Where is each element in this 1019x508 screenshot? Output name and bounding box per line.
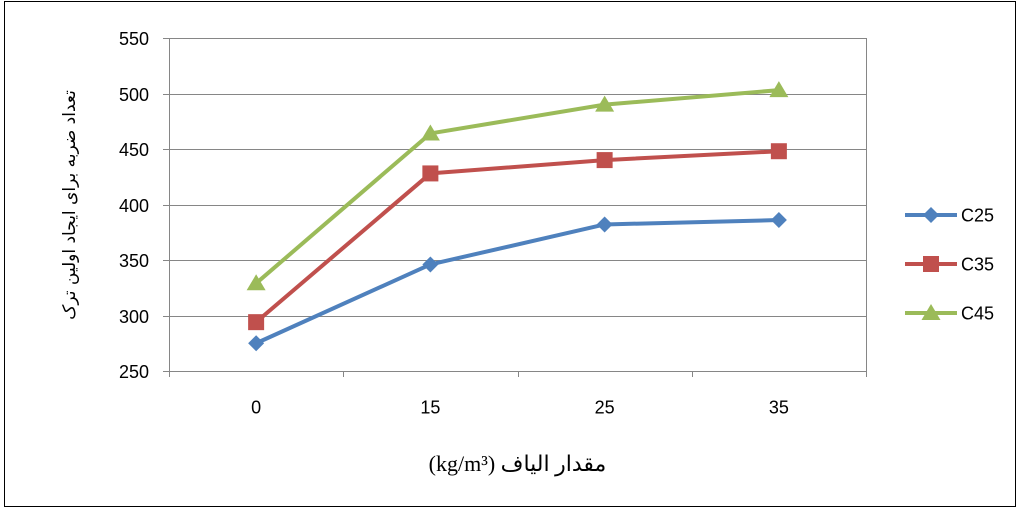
legend-label-c25: C25 bbox=[961, 205, 994, 225]
legend-item-c25: C25 bbox=[905, 205, 994, 225]
y-tick-label: 500 bbox=[119, 85, 149, 105]
legend-marker-c35 bbox=[923, 256, 939, 272]
y-tick-label: 250 bbox=[119, 362, 149, 382]
legend-item-c45: C45 bbox=[905, 303, 994, 323]
y-tick-label: 450 bbox=[119, 140, 149, 160]
data-point-c35-0 bbox=[248, 314, 265, 331]
y-tick-label: 400 bbox=[119, 196, 149, 216]
data-point-c45-1 bbox=[420, 124, 440, 141]
series-line-c25 bbox=[254, 218, 781, 346]
legend-label-c45: C45 bbox=[961, 303, 994, 323]
series-line-c45 bbox=[254, 88, 781, 286]
legend: C25 C35 C45 bbox=[905, 205, 994, 323]
series-c25 bbox=[248, 212, 787, 352]
data-point-c35-1 bbox=[422, 165, 439, 182]
y-tick-label: 550 bbox=[119, 29, 149, 49]
data-point-c25-3 bbox=[770, 212, 787, 229]
data-point-c35-3 bbox=[770, 143, 787, 160]
series-line-c35 bbox=[254, 149, 781, 325]
data-point-c45-2 bbox=[595, 95, 615, 112]
data-point-c45-3 bbox=[769, 81, 789, 98]
series-c45 bbox=[246, 81, 789, 291]
data-point-c35-2 bbox=[596, 152, 613, 169]
data-point-c25-2 bbox=[596, 216, 613, 233]
y-tick-label: 350 bbox=[119, 251, 149, 271]
series-c35 bbox=[248, 143, 787, 331]
data-point-c25-1 bbox=[422, 256, 439, 273]
data-point-c45-0 bbox=[246, 274, 266, 291]
legend-item-c35: C35 bbox=[905, 254, 994, 274]
chart-frame bbox=[4, 1, 1016, 507]
data-point-c25-0 bbox=[248, 335, 265, 352]
y-axis-title: تعداد ضربه برای ایجاد اولین ترک bbox=[60, 90, 80, 320]
x-tick-label: 0 bbox=[251, 397, 261, 417]
x-tick-label: 25 bbox=[595, 397, 615, 417]
y-tick-label: 300 bbox=[119, 307, 149, 327]
x-tick-label: 15 bbox=[420, 397, 440, 417]
x-axis-title: مقدار الیاف (kg/m³) bbox=[428, 451, 607, 476]
x-tick-label: 35 bbox=[769, 397, 789, 417]
legend-marker-c25 bbox=[923, 207, 939, 223]
legend-marker-c45 bbox=[921, 304, 941, 320]
legend-label-c35: C35 bbox=[961, 254, 994, 274]
